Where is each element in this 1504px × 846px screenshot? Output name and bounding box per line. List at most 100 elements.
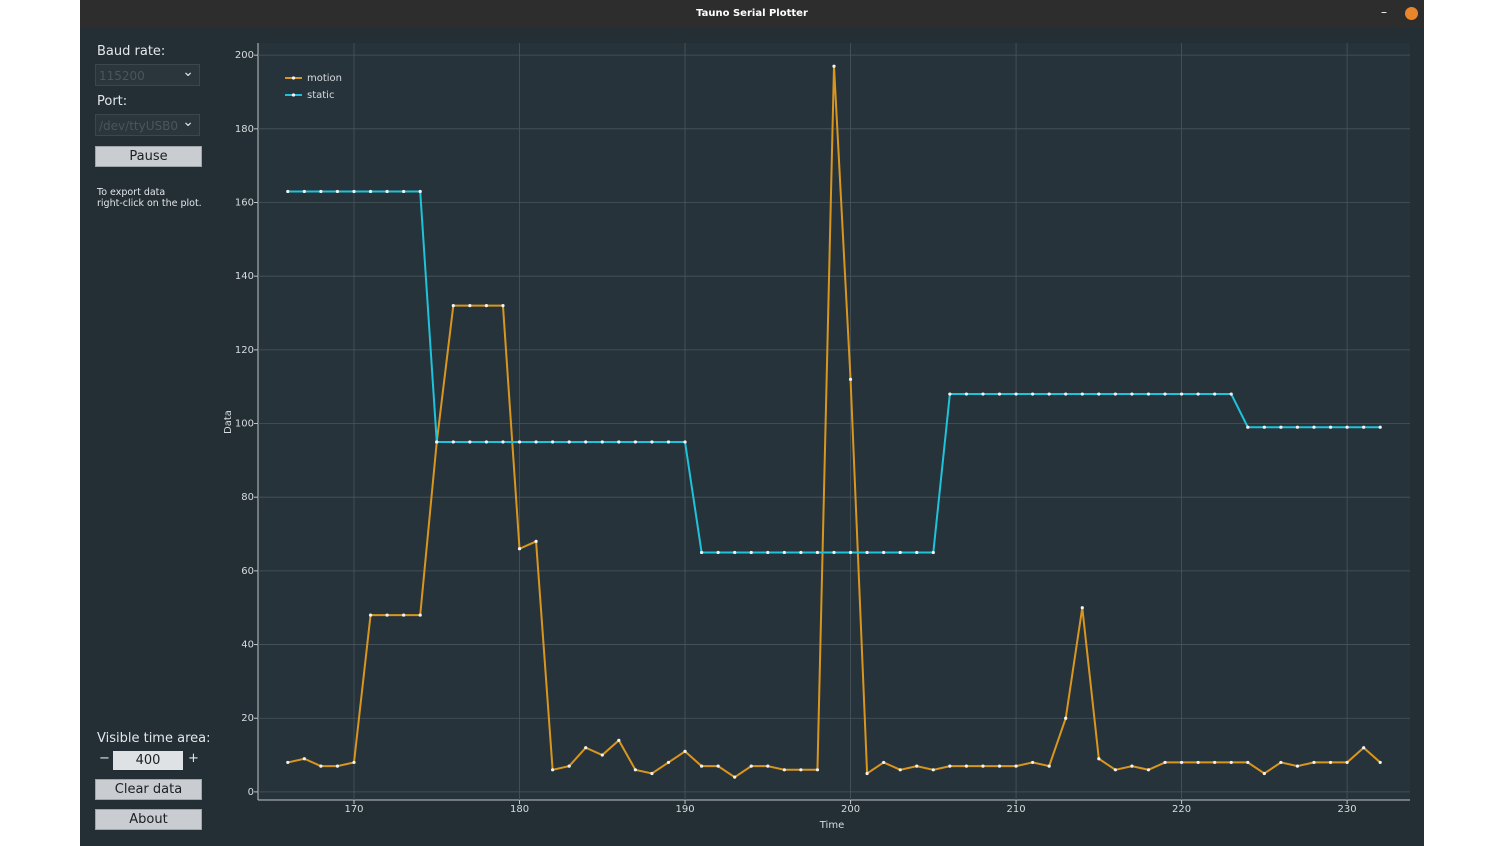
x-tick-label: 200 — [841, 804, 860, 815]
data-point — [1064, 392, 1068, 396]
data-point — [1328, 425, 1333, 429]
data-point — [931, 550, 935, 555]
data-point — [418, 189, 422, 194]
data-point — [749, 764, 753, 768]
pause-button[interactable]: Pause — [95, 146, 202, 167]
data-point — [385, 613, 389, 617]
data-point — [948, 392, 952, 396]
y-tick-label: 20 — [241, 713, 254, 724]
time-area-label: Visible time area: — [97, 731, 211, 746]
data-point — [1345, 425, 1349, 429]
legend-dot — [291, 93, 296, 97]
data-point — [418, 613, 422, 617]
data-point — [352, 189, 356, 194]
data-point — [501, 304, 505, 308]
close[interactable] — [1405, 7, 1418, 20]
y-tick-label: 160 — [235, 198, 254, 209]
data-point — [1279, 760, 1283, 765]
data-point — [964, 764, 969, 768]
data-point — [964, 392, 969, 396]
data-point — [1146, 768, 1151, 772]
plus-button[interactable]: + — [188, 751, 199, 766]
y-tick-label: 140 — [235, 271, 254, 282]
title-bar: Tauno Serial Plotter — [80, 0, 1424, 27]
data-point — [915, 764, 919, 768]
data-point — [451, 304, 455, 308]
data-point — [848, 377, 853, 381]
data-point — [402, 613, 406, 617]
data-point — [832, 550, 836, 555]
data-point — [1262, 425, 1266, 429]
data-point — [1064, 716, 1068, 720]
data-point — [1378, 760, 1382, 765]
data-point — [517, 547, 522, 551]
data-point — [716, 550, 720, 555]
data-point — [633, 440, 637, 444]
data-point — [666, 760, 671, 765]
data-point — [484, 440, 489, 444]
data-point — [666, 440, 671, 444]
data-point — [335, 764, 340, 768]
data-point — [1229, 760, 1233, 765]
data-point — [815, 550, 820, 555]
data-point — [1163, 392, 1167, 396]
data-point — [981, 392, 985, 396]
y-tick-label: 0 — [248, 787, 254, 798]
data-point — [948, 764, 952, 768]
x-tick-label: 230 — [1338, 804, 1357, 815]
data-point — [1179, 760, 1184, 765]
x-tick-label: 180 — [510, 804, 529, 815]
data-point — [1014, 764, 1018, 768]
x-tick-label: 190 — [675, 804, 694, 815]
data-point — [551, 768, 555, 772]
data-point — [749, 550, 753, 555]
about-button[interactable]: About — [95, 809, 202, 830]
data-point — [1080, 392, 1084, 396]
data-point — [1312, 760, 1316, 765]
data-point — [468, 304, 472, 308]
data-point — [650, 440, 654, 444]
data-point — [1130, 392, 1134, 396]
data-point — [865, 550, 869, 555]
minimize[interactable]: – — [1381, 5, 1387, 19]
data-point — [650, 771, 654, 776]
data-point — [1262, 771, 1266, 776]
data-point — [319, 189, 323, 194]
minus-button[interactable]: − — [99, 751, 110, 766]
time-area-input[interactable]: 400 — [113, 751, 183, 770]
data-point — [1362, 425, 1366, 429]
data-point — [882, 760, 886, 765]
data-point — [286, 189, 290, 194]
data-point — [1113, 768, 1117, 772]
data-point — [1213, 392, 1217, 396]
y-tick-label: 200 — [235, 50, 254, 61]
y-axis-label: Data — [223, 410, 234, 434]
data-point — [600, 440, 604, 444]
data-point — [1163, 760, 1167, 765]
data-point — [1246, 425, 1250, 429]
data-point — [1213, 760, 1217, 765]
y-tick-label: 60 — [241, 566, 254, 577]
data-point — [898, 768, 902, 772]
data-point — [352, 760, 356, 765]
baud-select[interactable]: 115200 — [95, 61, 200, 86]
data-point — [882, 550, 886, 555]
port-select[interactable]: /dev/ttyUSB0 — [95, 111, 200, 136]
data-point — [368, 189, 373, 194]
data-point — [534, 440, 538, 444]
data-point — [1097, 757, 1101, 761]
data-point — [733, 775, 737, 779]
data-point — [683, 749, 687, 753]
data-point — [1295, 764, 1300, 768]
data-point — [766, 550, 770, 555]
data-point — [567, 764, 571, 768]
data-point — [815, 768, 820, 772]
data-point — [1179, 392, 1184, 396]
data-point — [997, 764, 1002, 768]
data-point — [981, 764, 985, 768]
data-point — [402, 189, 406, 194]
clear-button[interactable]: Clear data — [95, 779, 202, 800]
data-point — [1097, 392, 1101, 396]
